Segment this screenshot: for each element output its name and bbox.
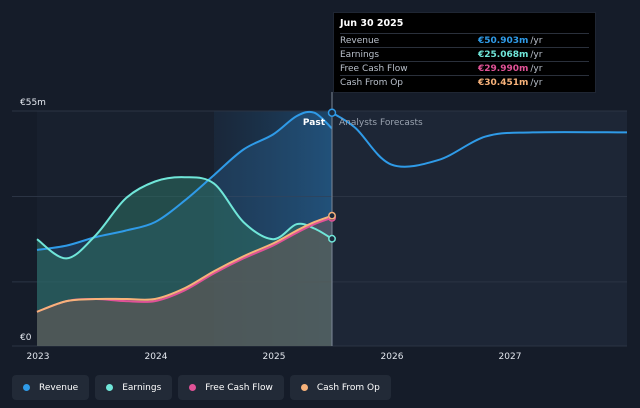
x-axis-tick-label: 2025 (263, 352, 286, 362)
forecast-region (332, 111, 627, 346)
tooltip-row-earnings: Earnings €25.068m /yr (340, 47, 589, 61)
tooltip-value: €29.990m (478, 63, 529, 74)
x-axis-tick-label: 2026 (381, 352, 404, 362)
tooltip-label: Earnings (340, 49, 380, 60)
cash-from-op-area (37, 215, 332, 346)
y-axis-label-max: €55m (20, 98, 46, 108)
x-axis-tick-label: 2023 (27, 352, 50, 362)
tooltip-value: €50.903m (478, 35, 529, 46)
legend-label: Revenue (39, 382, 79, 393)
legend-label: Free Cash Flow (205, 382, 273, 393)
earnings-dot-icon (106, 384, 114, 391)
legend-label: Cash From Op (316, 382, 380, 393)
tooltip-label: Revenue (340, 35, 380, 46)
legend-revenue-button[interactable]: Revenue (12, 375, 90, 400)
forecast-label: Analysts Forecasts (339, 118, 423, 128)
tooltip-unit: /yr (530, 63, 543, 74)
tooltip-unit: /yr (530, 77, 543, 88)
legend-label: Earnings (122, 382, 162, 393)
data-tooltip: Jun 30 2025 Revenue €50.903m /yr Earning… (333, 12, 596, 93)
tooltip-label: Free Cash Flow (340, 63, 408, 74)
cash-from-op-line (36, 214, 333, 313)
tooltip-unit: /yr (530, 49, 543, 60)
tooltip-value: €25.068m (478, 49, 529, 60)
tooltip-date: Jun 30 2025 (340, 18, 404, 29)
tooltip-row-cash-from-op: Cash From Op €30.451m /yr (340, 75, 589, 89)
cash-from-op-dot-icon (300, 384, 308, 391)
revenue-forecast-line (331, 111, 628, 168)
legend-cash-from-op-button[interactable]: Cash From Op (289, 375, 391, 400)
cash-from-op-point (328, 211, 336, 220)
revenue-dot-icon (23, 384, 30, 391)
free-cash-flow-dot-icon (189, 384, 197, 391)
earnings-line (36, 176, 333, 260)
x-axis-tick-label: 2027 (499, 352, 522, 362)
y-axis-label-zero: €0 (20, 333, 32, 343)
past-label: Past (303, 118, 326, 128)
revenue-point (327, 108, 337, 117)
tooltip-unit: /yr (530, 35, 543, 46)
tooltip-row-free-cash-flow: Free Cash Flow €29.990m /yr (340, 61, 589, 75)
tooltip-row-revenue: Revenue €50.903m /yr (340, 33, 589, 47)
chart-legend: Revenue Earnings Free Cash Flow Cash Fro… (12, 375, 391, 400)
legend-earnings-button[interactable]: Earnings (95, 375, 173, 400)
legend-free-cash-flow-button[interactable]: Free Cash Flow (178, 375, 284, 400)
tooltip-value: €30.451m (478, 77, 529, 88)
tooltip-label: Cash From Op (340, 77, 404, 88)
earnings-point (328, 234, 336, 243)
x-axis-tick-label: 2024 (145, 352, 168, 362)
